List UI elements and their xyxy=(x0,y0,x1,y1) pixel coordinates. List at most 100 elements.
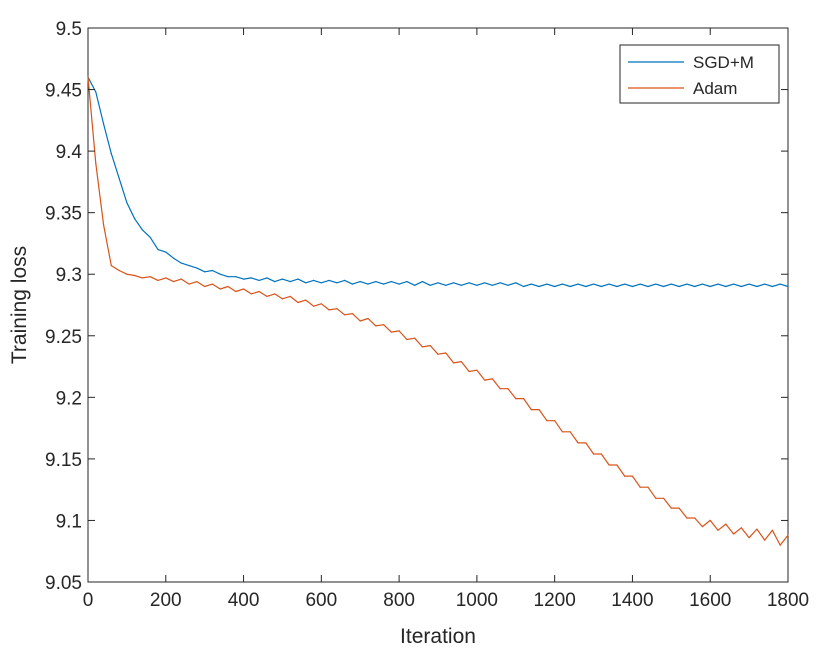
data-point-sgd-m xyxy=(383,283,385,285)
data-point-sgd-m xyxy=(406,281,408,283)
data-point-adam xyxy=(336,308,338,310)
data-point-adam xyxy=(281,298,283,300)
x-axis-title: Iteration xyxy=(400,625,476,648)
data-point-adam xyxy=(694,517,696,519)
data-point-adam xyxy=(134,274,136,277)
data-point-adam xyxy=(126,273,128,275)
data-point-sgd-m xyxy=(740,285,742,288)
data-point-sgd-m xyxy=(616,285,618,288)
data-point-sgd-m xyxy=(670,283,672,285)
data-point-adam xyxy=(538,409,540,411)
data-point-adam xyxy=(87,76,89,78)
data-point-adam xyxy=(717,529,719,531)
data-point-adam xyxy=(211,283,213,285)
data-point-sgd-m xyxy=(717,283,719,285)
data-point-adam xyxy=(141,277,143,279)
data-point-sgd-m xyxy=(499,282,501,284)
data-point-sgd-m xyxy=(686,283,688,285)
data-point-sgd-m xyxy=(188,265,190,267)
data-point-sgd-m xyxy=(258,279,260,281)
data-point-adam xyxy=(305,299,307,301)
data-point-sgd-m xyxy=(624,283,626,285)
data-point-sgd-m xyxy=(453,282,455,284)
x-tick-label: 1600 xyxy=(689,590,731,611)
x-tick-label: 800 xyxy=(383,590,415,611)
data-point-adam xyxy=(484,379,486,381)
data-point-sgd-m xyxy=(608,283,610,285)
data-point-sgd-m xyxy=(748,283,750,285)
x-tick-label: 400 xyxy=(228,590,260,611)
data-point-sgd-m xyxy=(390,281,392,283)
data-point-sgd-m xyxy=(437,282,439,284)
data-point-sgd-m xyxy=(429,284,431,286)
data-point-sgd-m xyxy=(367,283,369,285)
data-point-adam xyxy=(421,346,423,348)
data-point-adam xyxy=(600,453,602,455)
series-layer xyxy=(87,76,789,546)
y-tick-label: 9.5 xyxy=(56,19,82,40)
x-tick-label: 1000 xyxy=(456,590,498,611)
data-point-adam xyxy=(608,464,610,466)
data-point-adam xyxy=(437,353,439,355)
data-point-adam xyxy=(593,453,595,455)
data-point-sgd-m xyxy=(359,281,361,283)
data-point-adam xyxy=(359,320,361,322)
data-point-adam xyxy=(320,303,322,305)
data-point-sgd-m xyxy=(421,281,423,283)
data-point-sgd-m xyxy=(468,282,470,284)
data-point-sgd-m xyxy=(756,285,758,288)
data-point-adam xyxy=(771,529,774,531)
data-point-sgd-m xyxy=(600,285,602,288)
data-point-adam xyxy=(733,533,735,535)
y-axis-title: Training loss xyxy=(8,246,31,364)
data-point-sgd-m xyxy=(235,276,237,278)
data-point-sgd-m xyxy=(211,269,213,272)
data-point-adam xyxy=(414,337,416,339)
data-point-sgd-m xyxy=(157,249,159,251)
data-point-adam xyxy=(375,325,377,327)
data-point-sgd-m xyxy=(585,285,587,288)
data-point-sgd-m xyxy=(134,218,136,220)
data-point-sgd-m xyxy=(476,284,478,286)
ticks-layer: 0 200 400 600 800 1000 1200 1400 1600 1800 9.05 9.1… xyxy=(45,19,809,611)
data-point-sgd-m xyxy=(725,285,727,288)
data-point-sgd-m xyxy=(678,285,680,288)
legend-label-adam: Adam xyxy=(693,79,737,98)
data-point-sgd-m xyxy=(110,153,112,155)
data-point-adam xyxy=(180,278,182,280)
data-point-sgd-m xyxy=(733,283,735,285)
x-tick-label: 1800 xyxy=(767,590,809,611)
data-point-sgd-m xyxy=(787,285,789,288)
data-point-sgd-m xyxy=(561,283,564,285)
data-point-sgd-m xyxy=(305,282,307,284)
data-point-sgd-m xyxy=(663,285,665,288)
data-point-adam xyxy=(577,442,579,444)
data-point-sgd-m xyxy=(639,283,641,285)
data-point-sgd-m xyxy=(771,285,774,288)
data-point-adam xyxy=(647,486,649,488)
x-tick-label: 1400 xyxy=(611,590,653,611)
data-point-sgd-m xyxy=(344,279,346,281)
data-point-sgd-m xyxy=(118,177,120,179)
data-point-sgd-m xyxy=(219,273,221,275)
data-point-adam xyxy=(460,361,462,363)
data-point-sgd-m xyxy=(538,285,540,288)
data-point-adam xyxy=(725,523,727,525)
y-tick-label: 9.3 xyxy=(56,265,82,286)
data-point-adam xyxy=(250,293,252,295)
y-tick-label: 9.35 xyxy=(45,204,82,225)
data-point-adam xyxy=(429,345,431,347)
data-point-adam xyxy=(165,277,167,279)
data-point-sgd-m xyxy=(530,283,532,285)
data-point-sgd-m xyxy=(126,202,128,204)
data-point-sgd-m xyxy=(281,278,283,280)
data-point-adam xyxy=(468,370,470,373)
data-point-adam xyxy=(779,544,781,546)
data-point-adam xyxy=(95,162,97,164)
data-point-sgd-m xyxy=(274,281,276,283)
plot-area xyxy=(87,27,789,583)
data-point-adam xyxy=(476,369,478,371)
legend-box xyxy=(619,44,780,104)
data-point-adam xyxy=(764,539,766,541)
